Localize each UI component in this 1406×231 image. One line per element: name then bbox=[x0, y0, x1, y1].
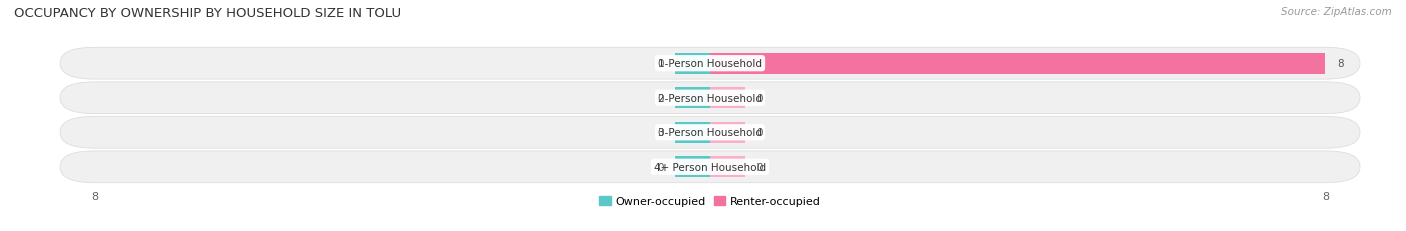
Bar bbox=[675, 88, 710, 109]
Bar bbox=[675, 53, 710, 75]
Bar bbox=[675, 156, 710, 178]
Text: 0: 0 bbox=[658, 59, 664, 69]
Text: 0: 0 bbox=[756, 162, 762, 172]
Bar bbox=[710, 53, 1326, 75]
Text: 0: 0 bbox=[658, 93, 664, 103]
Text: 0: 0 bbox=[658, 162, 664, 172]
FancyBboxPatch shape bbox=[60, 82, 1360, 114]
Text: 3-Person Household: 3-Person Household bbox=[658, 128, 762, 138]
Bar bbox=[710, 122, 745, 143]
Text: 8: 8 bbox=[1337, 59, 1344, 69]
Bar bbox=[710, 156, 745, 178]
Bar bbox=[710, 88, 745, 109]
Text: 0: 0 bbox=[756, 128, 762, 138]
Legend: Owner-occupied, Renter-occupied: Owner-occupied, Renter-occupied bbox=[595, 191, 825, 210]
Bar bbox=[675, 122, 710, 143]
Text: 0: 0 bbox=[658, 128, 664, 138]
FancyBboxPatch shape bbox=[60, 48, 1360, 80]
FancyBboxPatch shape bbox=[60, 117, 1360, 149]
Text: Source: ZipAtlas.com: Source: ZipAtlas.com bbox=[1281, 7, 1392, 17]
Text: OCCUPANCY BY OWNERSHIP BY HOUSEHOLD SIZE IN TOLU: OCCUPANCY BY OWNERSHIP BY HOUSEHOLD SIZE… bbox=[14, 7, 401, 20]
Text: 2-Person Household: 2-Person Household bbox=[658, 93, 762, 103]
Text: 0: 0 bbox=[756, 93, 762, 103]
Text: 4+ Person Household: 4+ Person Household bbox=[654, 162, 766, 172]
FancyBboxPatch shape bbox=[60, 151, 1360, 183]
Text: 1-Person Household: 1-Person Household bbox=[658, 59, 762, 69]
